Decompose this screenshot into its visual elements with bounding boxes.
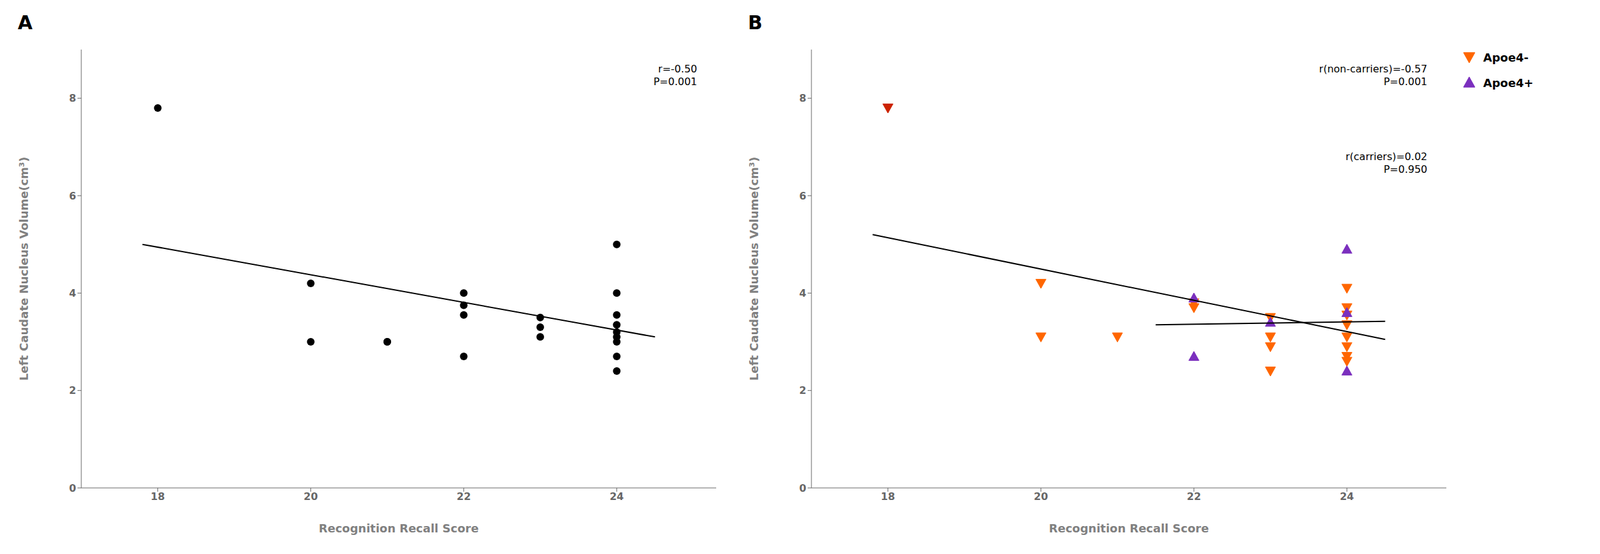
svg-text:4: 4 — [69, 286, 77, 300]
html-text:B: B — [747, 11, 763, 34]
svg-text:22: 22 — [456, 490, 471, 503]
svg-text:24: 24 — [1339, 490, 1354, 503]
html-text:Apoe4+: Apoe4+ — [1483, 75, 1534, 90]
svg-text:20: 20 — [303, 490, 318, 503]
svg-text:8: 8 — [799, 92, 807, 105]
svg-text:0: 0 — [69, 481, 77, 494]
svg-text:18: 18 — [880, 490, 895, 503]
svg-text:Recognition Recall Score: Recognition Recall Score — [318, 521, 479, 535]
svg-text:24: 24 — [609, 490, 624, 503]
svg-text:6: 6 — [69, 189, 77, 202]
svg-text:4: 4 — [799, 286, 807, 300]
html-text:r=-0.50 P=0.001: r=-0.50 P=0.001 — [653, 62, 698, 88]
svg-text:18: 18 — [150, 490, 165, 503]
svg-text:6: 6 — [799, 189, 807, 202]
svg-text:Recognition Recall Score: Recognition Recall Score — [1048, 521, 1209, 535]
html-text:r(non-carriers)=-0.57 P=0.001: r(non-carriers)=-0.57 P=0.001 — [1319, 62, 1428, 88]
svg-text:2: 2 — [69, 384, 77, 397]
svg-text:20: 20 — [1033, 490, 1048, 503]
html-text:A: A — [17, 11, 33, 34]
svg-text:0: 0 — [799, 481, 807, 494]
html-text:Apoe4-: Apoe4- — [1483, 50, 1529, 64]
svg-text:8: 8 — [69, 92, 77, 105]
svg-text:2: 2 — [799, 384, 807, 397]
svg-text:Left Caudate Nucleus Volume(cm: Left Caudate Nucleus Volume(cm³) — [17, 156, 31, 381]
svg-text:22: 22 — [1186, 490, 1201, 503]
svg-text:Left Caudate Nucleus Volume(cm: Left Caudate Nucleus Volume(cm³) — [747, 156, 761, 381]
html-text:r(carriers)=0.02 P=0.950: r(carriers)=0.02 P=0.950 — [1345, 150, 1428, 176]
